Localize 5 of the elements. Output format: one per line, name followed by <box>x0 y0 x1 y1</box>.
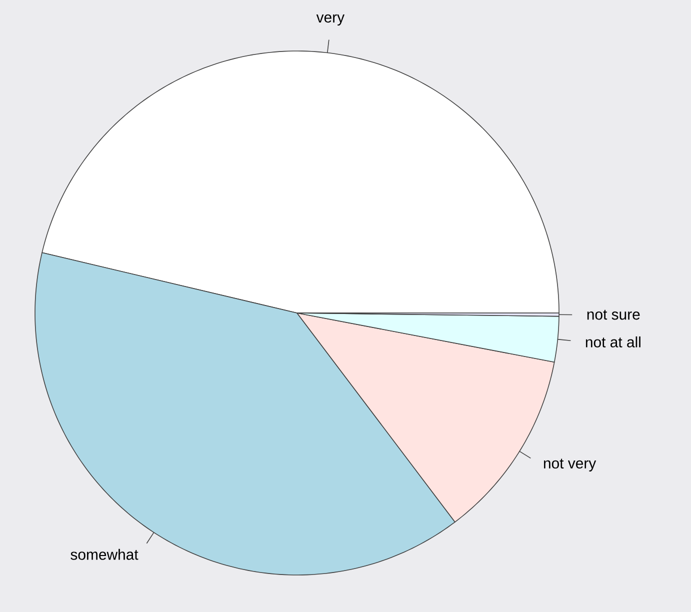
slice-label: very <box>316 14 345 26</box>
slice-label: not at all <box>586 336 640 348</box>
slice-label: not very <box>544 458 596 472</box>
slice-label: not sure <box>587 310 640 320</box>
slice-label: somewhat <box>70 548 138 560</box>
